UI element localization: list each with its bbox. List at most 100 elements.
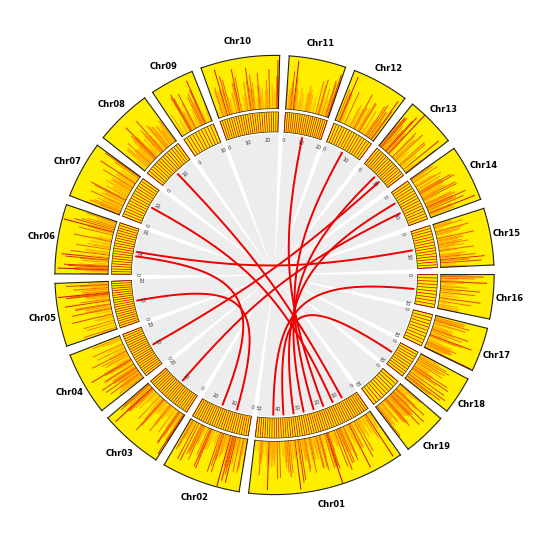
Polygon shape xyxy=(297,100,299,110)
Polygon shape xyxy=(195,117,201,126)
Polygon shape xyxy=(222,89,229,115)
Polygon shape xyxy=(421,184,441,196)
Polygon shape xyxy=(348,424,361,449)
Polygon shape xyxy=(230,99,234,114)
Polygon shape xyxy=(128,388,153,411)
Polygon shape xyxy=(110,351,127,361)
Polygon shape xyxy=(103,244,111,246)
Polygon shape xyxy=(327,123,371,160)
Polygon shape xyxy=(245,68,252,111)
Polygon shape xyxy=(356,420,361,426)
Polygon shape xyxy=(143,275,274,363)
Polygon shape xyxy=(365,415,373,427)
Polygon shape xyxy=(120,191,128,196)
Polygon shape xyxy=(330,431,335,443)
Polygon shape xyxy=(321,89,330,116)
Polygon shape xyxy=(429,205,452,214)
Polygon shape xyxy=(351,118,356,128)
Text: 10: 10 xyxy=(298,140,305,146)
Polygon shape xyxy=(384,134,399,150)
Polygon shape xyxy=(107,345,124,353)
Polygon shape xyxy=(166,403,169,405)
Polygon shape xyxy=(125,180,134,187)
Polygon shape xyxy=(398,386,407,394)
Polygon shape xyxy=(411,370,424,380)
Polygon shape xyxy=(145,167,147,168)
Polygon shape xyxy=(355,108,368,130)
Polygon shape xyxy=(441,278,475,279)
Polygon shape xyxy=(424,199,432,203)
Polygon shape xyxy=(75,304,111,311)
Polygon shape xyxy=(428,206,442,212)
Polygon shape xyxy=(255,101,256,109)
Polygon shape xyxy=(440,293,455,296)
Polygon shape xyxy=(189,425,203,454)
Polygon shape xyxy=(195,144,274,275)
Polygon shape xyxy=(107,222,116,225)
Polygon shape xyxy=(406,150,436,173)
Polygon shape xyxy=(429,195,475,214)
Polygon shape xyxy=(365,106,385,136)
Polygon shape xyxy=(416,185,421,189)
Text: 10: 10 xyxy=(182,373,190,381)
Polygon shape xyxy=(425,194,447,205)
Text: Chr16: Chr16 xyxy=(496,294,524,303)
Polygon shape xyxy=(274,134,321,275)
Polygon shape xyxy=(361,417,366,426)
Polygon shape xyxy=(405,164,414,172)
Polygon shape xyxy=(156,126,172,145)
Polygon shape xyxy=(423,194,433,200)
Polygon shape xyxy=(390,394,411,414)
Polygon shape xyxy=(365,148,404,188)
Polygon shape xyxy=(358,102,376,132)
Polygon shape xyxy=(83,327,116,338)
Polygon shape xyxy=(109,337,120,342)
Polygon shape xyxy=(203,113,208,123)
Polygon shape xyxy=(87,296,110,300)
Polygon shape xyxy=(137,161,147,169)
Polygon shape xyxy=(428,339,451,350)
Polygon shape xyxy=(76,244,110,250)
Polygon shape xyxy=(389,395,409,416)
Polygon shape xyxy=(225,436,235,475)
Polygon shape xyxy=(79,263,108,266)
Polygon shape xyxy=(164,419,248,492)
Polygon shape xyxy=(238,438,244,469)
Polygon shape xyxy=(146,392,157,403)
Polygon shape xyxy=(440,260,481,263)
Polygon shape xyxy=(433,220,451,226)
Polygon shape xyxy=(271,105,272,109)
Text: Chr09: Chr09 xyxy=(150,62,178,71)
Polygon shape xyxy=(153,72,212,136)
Polygon shape xyxy=(118,336,120,337)
Polygon shape xyxy=(114,196,125,202)
Polygon shape xyxy=(133,365,135,366)
Polygon shape xyxy=(411,166,432,180)
Text: 40: 40 xyxy=(275,407,282,412)
Polygon shape xyxy=(93,236,112,241)
Polygon shape xyxy=(289,441,294,473)
Polygon shape xyxy=(117,352,127,358)
Polygon shape xyxy=(135,151,150,165)
Polygon shape xyxy=(427,205,439,210)
Polygon shape xyxy=(173,138,176,141)
Polygon shape xyxy=(392,136,414,158)
Polygon shape xyxy=(85,294,109,298)
Polygon shape xyxy=(183,419,192,432)
Text: Chr19: Chr19 xyxy=(423,442,451,452)
Polygon shape xyxy=(414,365,433,378)
Polygon shape xyxy=(438,304,450,307)
Polygon shape xyxy=(92,337,121,349)
Polygon shape xyxy=(136,161,146,169)
Polygon shape xyxy=(406,376,429,395)
Polygon shape xyxy=(186,126,189,133)
Polygon shape xyxy=(357,108,371,131)
Polygon shape xyxy=(431,330,442,335)
Polygon shape xyxy=(274,89,275,109)
Polygon shape xyxy=(83,260,109,263)
Polygon shape xyxy=(346,425,356,443)
Polygon shape xyxy=(406,376,431,395)
Polygon shape xyxy=(405,354,468,411)
Polygon shape xyxy=(158,397,162,400)
Polygon shape xyxy=(125,127,156,158)
